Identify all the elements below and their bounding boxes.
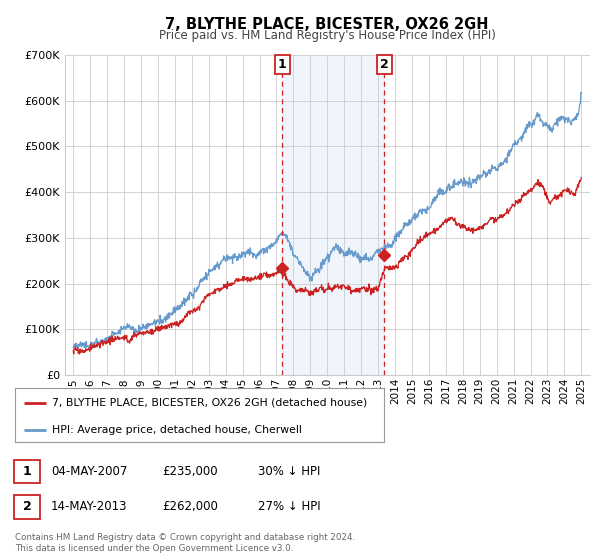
Text: 1: 1 xyxy=(278,58,287,71)
Text: HPI: Average price, detached house, Cherwell: HPI: Average price, detached house, Cher… xyxy=(52,426,302,435)
Bar xyxy=(282,55,385,375)
Text: 7, BLYTHE PLACE, BICESTER, OX26 2GH: 7, BLYTHE PLACE, BICESTER, OX26 2GH xyxy=(165,17,489,32)
Text: £262,000: £262,000 xyxy=(162,500,218,514)
Text: 14-MAY-2013: 14-MAY-2013 xyxy=(51,500,128,514)
Text: Price paid vs. HM Land Registry's House Price Index (HPI): Price paid vs. HM Land Registry's House … xyxy=(158,29,496,42)
Text: Contains HM Land Registry data © Crown copyright and database right 2024.: Contains HM Land Registry data © Crown c… xyxy=(15,533,355,542)
Text: 2: 2 xyxy=(23,500,31,514)
Text: £235,000: £235,000 xyxy=(162,465,218,478)
Text: 04-MAY-2007: 04-MAY-2007 xyxy=(51,465,127,478)
Text: 7, BLYTHE PLACE, BICESTER, OX26 2GH (detached house): 7, BLYTHE PLACE, BICESTER, OX26 2GH (det… xyxy=(52,398,367,408)
Text: 1: 1 xyxy=(23,465,31,478)
Text: 2: 2 xyxy=(380,58,389,71)
Text: 30% ↓ HPI: 30% ↓ HPI xyxy=(258,465,320,478)
Text: 27% ↓ HPI: 27% ↓ HPI xyxy=(258,500,320,514)
Text: This data is licensed under the Open Government Licence v3.0.: This data is licensed under the Open Gov… xyxy=(15,544,293,553)
